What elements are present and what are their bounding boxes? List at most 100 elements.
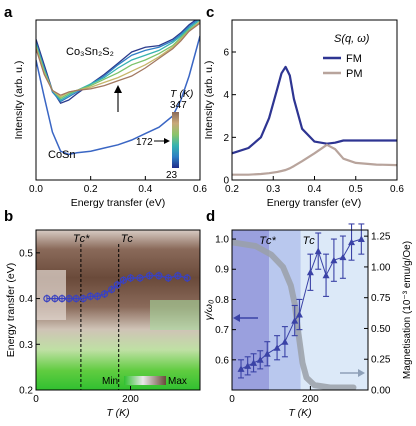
panel-d-y2ticks: 0.00 0.25 0.50 0.75 1.00 1.25 (364, 232, 391, 397)
panel-c-ytick-label: 4 (223, 90, 229, 101)
panel-d-ytick-label: 0.6 (215, 355, 229, 366)
panel-d-ytick-label: 0.8 (215, 295, 229, 306)
panel-letter-d: d (206, 208, 215, 225)
panel-d-ytick-label: 0.9 (215, 265, 229, 276)
panel-c-frame (231, 19, 398, 181)
energy-point (58, 294, 66, 303)
panel-a-xtick-label: 0.0 (29, 184, 43, 195)
left-axis-arrowhead (233, 314, 240, 322)
panel-b: b Tᴄ* Tᴄ 0 200 0.2 0.3 0.4 0.5 T (K) Energy t… (4, 208, 201, 419)
panel-b-ytick-label: 0.4 (19, 294, 33, 305)
energy-point (126, 274, 135, 282)
energy-point (100, 290, 109, 298)
damping-point (314, 247, 322, 255)
magnetisation-line (232, 239, 357, 390)
colorbar-min: 23 (166, 170, 178, 181)
panel-d-y2label: Magnetisation (10⁻³ emu/g/Oe) (402, 241, 413, 379)
colorbar-max-label: Max (168, 376, 187, 387)
panel-c-ytick-label: 0 (223, 176, 229, 187)
damping-point (322, 271, 330, 279)
up-arrow-head (114, 85, 122, 93)
panel-a-xticks: 0.0 0.2 0.4 0.6 (29, 176, 207, 195)
panel-b-xtick-label: 200 (122, 394, 139, 405)
panel-b-xticks: 0 200 (33, 386, 139, 405)
damping-point (281, 338, 289, 345)
heatmap-patch-2 (150, 300, 200, 330)
panel-d-y2tick-label: 0.25 (371, 355, 391, 366)
panel-d-tc-markers: Tᴄ* Tᴄ (259, 235, 315, 247)
panel-d-ytick-label: 0.7 (215, 325, 229, 336)
energy-point (51, 294, 59, 303)
legend-label-pm: PM (346, 68, 363, 80)
panel-c-legend: FM PM (323, 53, 363, 80)
colorbar-mid: 172 (136, 137, 153, 148)
panel-d-xlabel: T (K) (288, 407, 311, 419)
damping-point (263, 350, 271, 357)
panel-a-series (36, 20, 200, 156)
tc-marker-label: Tᴄ (303, 235, 316, 247)
panel-d-ytick-label: 1.0 (215, 235, 229, 246)
panel-c-ytick-label: 6 (223, 48, 229, 59)
heatmap-colorbar (124, 376, 166, 385)
legend-label-fm: FM (346, 53, 362, 65)
damping-point (237, 365, 245, 372)
panel-letter-b: b (4, 208, 13, 225)
tc-marker-label: Tᴄ (121, 233, 134, 245)
damping-point (306, 268, 314, 276)
panel-c-xtick-label: 0.2 (225, 184, 239, 195)
spectrum-pm (232, 143, 397, 176)
panel-a: a 0.0 0.2 0.4 0.6 Energy transfer (eV) Inte… (4, 4, 207, 209)
panel-d-y2tick-label: 0.00 (371, 386, 391, 397)
panel-c-ytick-label: 2 (223, 133, 229, 144)
low-t-region (232, 230, 270, 390)
panel-d-y2tick-label: 0.50 (371, 324, 391, 335)
panel-b-ytick-label: 0.5 (19, 248, 33, 259)
panel-b-yticks: 0.2 0.3 0.4 0.5 (19, 248, 40, 397)
energy-point (164, 274, 172, 282)
panel-c-xtick-label: 0.4 (308, 184, 322, 195)
tc-marker-label: Tᴄ* (73, 233, 90, 245)
panel-c-xtick-label: 0.6 (390, 184, 404, 195)
panel-b-ytick-label: 0.3 (19, 340, 33, 351)
panel-b-xlabel: T (K) (106, 407, 129, 419)
panel-d-yticks: 0.6 0.7 0.8 0.9 1.0 (215, 235, 236, 366)
tc-marker-label: Tᴄ* (259, 235, 276, 247)
panel-b-frame (35, 229, 201, 391)
energy-point (174, 272, 182, 280)
legend-title: S(q, ω) (334, 33, 370, 45)
panel-d-xticks: 0 200 (229, 386, 319, 405)
damping-point (250, 359, 258, 366)
damping-point (244, 362, 252, 369)
panel-d-series (237, 223, 365, 379)
damping-point (348, 238, 356, 246)
panel-a-curve-1 (36, 20, 199, 103)
panel-d-xtick-label: 200 (302, 394, 319, 405)
colorbar-max: 347 (170, 100, 187, 111)
energy-point (136, 274, 144, 282)
panel-letter-c: c (206, 4, 214, 21)
energy-point (113, 281, 121, 289)
panel-d: d Tᴄ* Tᴄ 0 200 0.6 0.7 0.8 0.9 1.0 0.00 0.25 0.5… (203, 208, 413, 419)
damping-point (291, 317, 299, 324)
magnetisation-curve (232, 239, 357, 390)
right-axis-arrowhead (358, 369, 365, 377)
energy-point (108, 285, 116, 294)
damping-point (330, 256, 338, 264)
energy-point (93, 292, 102, 300)
panel-d-xtick-label: 0 (229, 394, 235, 405)
panel-c: c 0.2 0.3 0.4 0.5 0.6 0 2 4 6 Energy transfer (… (203, 4, 404, 209)
panel-b-ylabel: Energy transfer (eV) (5, 263, 17, 358)
panel-d-frame (231, 229, 369, 391)
panel-c-xlabel: Energy transfer (eV) (267, 197, 362, 209)
damping-line (240, 238, 362, 370)
colorbar-mid-arrowhead (164, 138, 170, 144)
damping-point (273, 344, 281, 351)
panel-a-xtick-label: 0.6 (193, 184, 207, 195)
damping-point (256, 356, 264, 363)
energy-point (43, 294, 51, 303)
panel-b-series (43, 271, 191, 303)
colorbar-min-label: Min (102, 376, 118, 387)
energy-point (155, 272, 163, 280)
colorbar-t (172, 112, 179, 168)
